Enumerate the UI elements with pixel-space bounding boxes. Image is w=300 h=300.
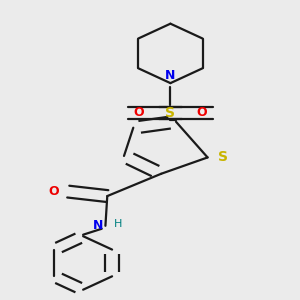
Text: O: O	[134, 106, 144, 119]
Text: S: S	[165, 106, 176, 120]
Text: S: S	[218, 150, 228, 164]
Text: O: O	[197, 106, 207, 119]
Text: N: N	[165, 69, 176, 82]
Text: O: O	[48, 185, 59, 198]
Text: N: N	[93, 219, 103, 232]
Text: H: H	[114, 219, 122, 229]
